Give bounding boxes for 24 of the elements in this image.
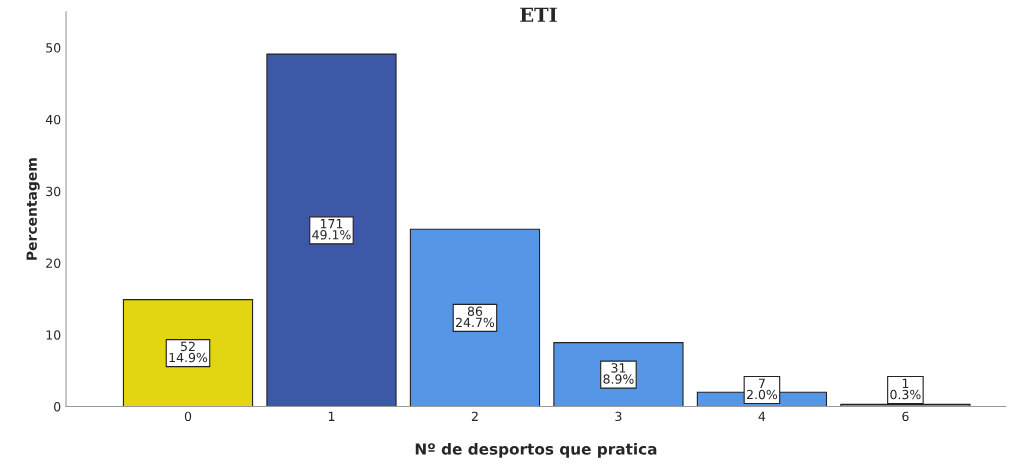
x-tick-label: 4	[758, 411, 766, 421]
bar	[266, 53, 397, 407]
bar	[122, 299, 254, 407]
data-label: 1 0.3%	[890, 378, 921, 400]
x-tick-label: 1	[328, 411, 335, 421]
x-tick-label: 2	[471, 411, 478, 421]
y-tick-label: 0	[54, 402, 61, 412]
y-tick-label: 20	[46, 258, 61, 268]
data-label: 86 24.7%	[456, 306, 495, 328]
y-tick-label: 40	[45, 114, 61, 125]
x-tick-label: 6	[902, 411, 909, 422]
data-label: 52 14.9%	[169, 341, 208, 363]
x-axis-title: Nº de desportos que pratica	[415, 442, 657, 458]
bar	[409, 228, 541, 407]
data-label: 31 8.9%	[603, 363, 634, 384]
y-axis-title: Percentagem	[26, 158, 40, 260]
chart-title: ETI	[520, 7, 557, 22]
data-label: 171 49.1%	[312, 219, 351, 240]
y-tick-label: 30	[46, 186, 61, 197]
x-tick-label: 0	[184, 411, 192, 422]
y-tick-label: 50	[46, 43, 61, 53]
y-tick-label: 10	[46, 330, 61, 340]
data-label: 7 2.0%	[746, 378, 778, 400]
x-tick-label: 3	[615, 411, 622, 422]
